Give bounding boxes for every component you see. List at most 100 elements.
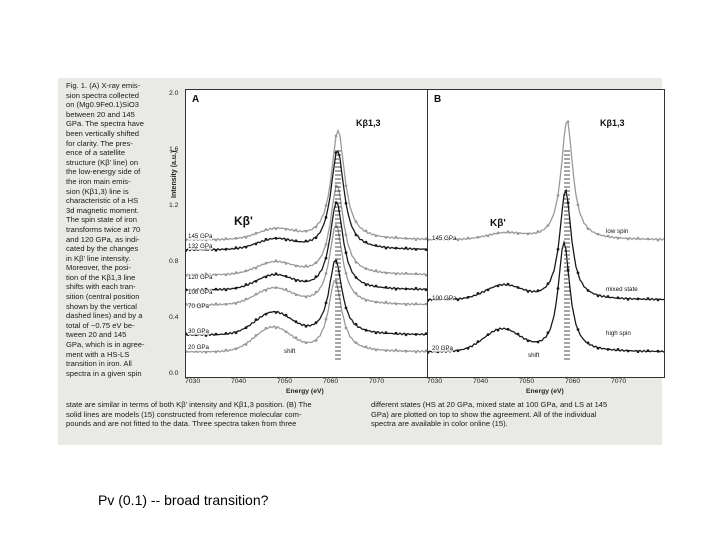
data-point — [364, 267, 368, 271]
data-point — [486, 234, 490, 238]
data-point — [414, 286, 418, 290]
data-point — [214, 332, 218, 336]
spectrum-line — [185, 150, 427, 252]
data-point — [334, 259, 338, 263]
pressure-label: 145 GPa — [188, 233, 213, 240]
data-point — [546, 331, 550, 335]
data-point — [354, 276, 358, 279]
data-point — [426, 238, 430, 242]
data-point — [374, 284, 378, 288]
data-point — [184, 332, 188, 336]
data-point — [204, 350, 208, 354]
data-point — [394, 331, 398, 335]
data-point — [294, 336, 298, 340]
data-point — [334, 134, 338, 138]
caption-line: characteristic of a HS — [66, 196, 139, 206]
data-point — [314, 339, 318, 342]
x-tick-label: 7040 — [473, 378, 489, 385]
y-tick-label: 0.4 — [169, 314, 179, 321]
data-point — [516, 232, 520, 236]
spin-state-label: high spin — [606, 330, 631, 337]
pressure-label: 70 GPa — [188, 303, 209, 310]
data-point — [526, 232, 530, 236]
data-point — [646, 237, 650, 241]
data-point — [414, 272, 418, 276]
data-point — [224, 288, 228, 292]
data-point — [616, 296, 620, 300]
data-point — [576, 271, 580, 275]
data-point — [284, 262, 288, 265]
caption-tail-right: different states (HS at 20 GPa, mixed st… — [371, 400, 661, 429]
x-tick-label: 7040 — [231, 378, 247, 385]
caption-tail-line: pounds and are not fitted to the data. T… — [66, 419, 297, 429]
data-point — [264, 275, 268, 279]
data-point — [374, 244, 378, 247]
data-point — [334, 151, 338, 154]
data-point — [224, 237, 228, 240]
spectrum-line — [427, 188, 665, 302]
data-point — [254, 292, 258, 296]
data-point — [244, 245, 248, 249]
data-point — [566, 120, 570, 124]
x-tick-label: 7060 — [323, 378, 339, 385]
data-point — [274, 272, 278, 276]
caption-line: shifts with each tran- — [66, 282, 136, 292]
data-point — [184, 249, 188, 252]
data-point — [394, 272, 398, 276]
data-point — [214, 238, 218, 242]
caption-line: the low-energy side of — [66, 167, 141, 177]
data-point — [314, 321, 318, 325]
data-point — [646, 349, 650, 352]
data-point — [214, 248, 218, 252]
data-point — [304, 341, 308, 345]
data-point — [516, 286, 520, 289]
data-point — [404, 333, 408, 337]
data-point — [556, 247, 560, 251]
data-point — [646, 297, 650, 300]
data-point — [264, 312, 268, 316]
caption-tail-line: state are similar in terms of both Kβ' i… — [66, 400, 312, 409]
data-point — [636, 297, 640, 301]
data-point — [536, 289, 540, 293]
data-point — [244, 269, 248, 273]
slide-bottom-text: Pv (0.1) -- broad transition? — [98, 492, 269, 508]
data-point — [274, 227, 278, 231]
spin-state-label: mixed state — [606, 286, 638, 293]
data-point — [234, 246, 238, 250]
data-point — [304, 295, 308, 299]
data-point — [486, 333, 490, 336]
data-point — [606, 295, 610, 298]
spectrum-line — [427, 120, 665, 242]
data-point — [404, 349, 408, 353]
data-point — [314, 261, 318, 265]
panel-letter: A — [192, 94, 200, 105]
data-point — [324, 216, 328, 219]
data-point — [364, 328, 368, 332]
pressure-label: 120 GPa — [188, 274, 213, 281]
data-point — [424, 349, 428, 353]
data-point — [324, 256, 328, 260]
data-point — [264, 237, 268, 241]
caption-tail-line: spectra are available in color online (1… — [371, 419, 508, 429]
data-point — [334, 184, 338, 188]
pressure-label: 30 GPa — [188, 328, 209, 335]
data-point — [314, 236, 318, 240]
caption-tail-line: solid lines are models (15) constructed … — [66, 409, 302, 419]
data-point — [424, 332, 428, 335]
data-point — [606, 348, 610, 351]
data-point — [274, 259, 278, 263]
data-point — [586, 227, 590, 231]
data-point — [486, 288, 490, 292]
data-point — [284, 238, 288, 242]
data-point — [234, 271, 238, 274]
x-axis-title-b: Energy (eV) — [526, 388, 564, 395]
data-point — [556, 194, 560, 197]
data-point — [496, 231, 500, 235]
data-point — [476, 235, 480, 239]
data-point — [374, 348, 378, 352]
data-point — [224, 302, 228, 306]
data-point — [344, 233, 348, 237]
data-point — [364, 299, 368, 302]
data-point — [344, 201, 348, 205]
data-point — [344, 326, 348, 330]
